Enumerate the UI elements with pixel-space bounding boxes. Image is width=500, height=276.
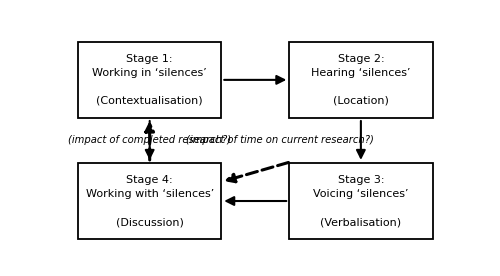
FancyBboxPatch shape — [289, 163, 432, 239]
Text: Stage 2:
Hearing ‘silences’

(Location): Stage 2: Hearing ‘silences’ (Location) — [311, 54, 410, 106]
FancyBboxPatch shape — [289, 42, 432, 118]
Text: (impact of time on current research?): (impact of time on current research?) — [186, 136, 374, 145]
Text: Stage 1:
Working in ‘silences’

(Contextualisation): Stage 1: Working in ‘silences’ (Contextu… — [92, 54, 207, 106]
FancyBboxPatch shape — [78, 163, 222, 239]
Text: Stage 4:
Working with ‘silences’

(Discussion): Stage 4: Working with ‘silences’ (Discus… — [86, 175, 214, 227]
Text: (impact of completed research?): (impact of completed research?) — [68, 136, 231, 145]
FancyBboxPatch shape — [78, 42, 222, 118]
Text: Stage 3:
Voicing ‘silences’

(Verbalisation): Stage 3: Voicing ‘silences’ (Verbalisati… — [313, 175, 408, 227]
